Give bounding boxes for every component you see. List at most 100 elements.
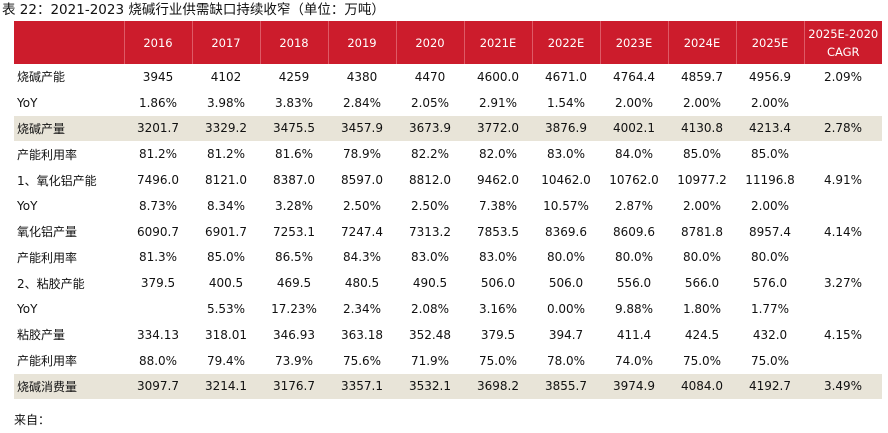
table-cell: 83.0% [478, 250, 518, 265]
table-cell: 7496.0 [137, 173, 179, 188]
cagr-cell: 2.78% [804, 115, 882, 142]
table-row: YoY 1.86% 3.98% 3.83% 2.84% 2.05% 2.91% 1.54% 2.… [14, 90, 882, 116]
table-cell: 4259 [278, 69, 310, 84]
table-cell: 576.0 [752, 276, 788, 291]
cagr-cell: 4.15% [823, 327, 863, 342]
row-label: 氧化铝产量 [17, 225, 78, 240]
table-cell: 3.28% [274, 198, 314, 213]
table-cell: 3673.9 [396, 115, 464, 142]
table-cell: 379.5 [480, 327, 516, 342]
table-cell: 81.2% [138, 147, 178, 162]
table-cell: 3097.7 [124, 373, 192, 400]
table-cell: 2.84% [342, 95, 382, 110]
table-row: 产能利用率 81.3% 85.0% 86.5% 84.3% 83.0% 83.0% 80.0%… [14, 245, 882, 271]
table-cell: 86.5% [274, 250, 314, 265]
table-cell: 8957.4 [749, 224, 791, 239]
row-label: 2、粘胶产能 [17, 276, 85, 291]
column-header-cagr: 2025E-2020 CAGR [804, 21, 882, 64]
cagr-cell: 4.91% [823, 173, 863, 188]
data-table: 2016 2017 2018 2019 2020 2021E 2022E 2023E 2024E… [14, 21, 882, 400]
table-cell: 3974.9 [600, 373, 668, 400]
table-cell: 3772.0 [464, 115, 532, 142]
table-cell: 334.13 [137, 327, 179, 342]
table-cell: 4956.9 [749, 69, 791, 84]
column-header: 2020 [396, 21, 465, 64]
table-cell: 506.0 [548, 276, 584, 291]
table-cell: 3357.1 [328, 373, 396, 400]
table-cell: 8812.0 [409, 173, 451, 188]
row-label: 烧碱消费量 [14, 373, 124, 400]
table-cell: 8.34% [206, 198, 246, 213]
table-cell: 432.0 [752, 327, 788, 342]
row-label: 烧碱产能 [17, 70, 66, 85]
table-cell: 79.4% [206, 353, 246, 368]
table-cell: 352.48 [409, 327, 451, 342]
table-cell: 78.9% [342, 147, 382, 162]
table-title: 表 22：2021-2023 烧碱行业供需缺口持续收窄（单位：万吨） [2, 2, 385, 18]
table-cell: 71.9% [410, 353, 450, 368]
table-cell: 2.00% [682, 198, 722, 213]
table-cell: 8369.6 [545, 224, 587, 239]
table-cell: 2.05% [410, 95, 450, 110]
table-cell: 85.0% [682, 147, 722, 162]
table-cell: 88.0% [138, 353, 178, 368]
cagr-cell [804, 245, 882, 271]
table-cell: 10762.0 [609, 173, 659, 188]
header-corner [14, 21, 125, 64]
column-header: 2018 [260, 21, 329, 64]
row-label: 产能利用率 [17, 147, 78, 162]
table-cell: 8597.0 [341, 173, 383, 188]
table-cell: 74.0% [614, 353, 654, 368]
table-cell: 3457.9 [328, 115, 396, 142]
table-cell: 78.0% [546, 353, 586, 368]
cagr-cell: 2.09% [823, 69, 863, 84]
table-cell: 80.0% [682, 250, 722, 265]
table-cell: 4470 [414, 69, 446, 84]
table-cell: 2.91% [478, 95, 518, 110]
table-cell: 80.0% [750, 250, 790, 265]
source-note: 来自： [14, 413, 51, 427]
table-cell: 4192.7 [736, 373, 804, 400]
table-cell: 3.98% [206, 95, 246, 110]
table-cell: 80.0% [614, 250, 654, 265]
table-cell: 0.00% [546, 302, 586, 317]
table-cell: 73.9% [274, 353, 314, 368]
table-cell: 4600.0 [477, 69, 519, 84]
column-header: 2024E [668, 21, 737, 64]
table-cell: 3329.2 [192, 115, 260, 142]
table-cell: 8609.6 [613, 224, 655, 239]
table-row: 烧碱产量 3201.7 3329.2 3475.5 3457.9 3673.9 3772.0… [14, 115, 882, 142]
table-cell: 469.5 [276, 276, 312, 291]
table-cell: 10977.2 [677, 173, 727, 188]
table-row: 粘胶产量 334.13 318.01 346.93 363.18 352.48 379.5 3… [14, 322, 882, 348]
table-cell: 346.93 [273, 327, 315, 342]
table-row: YoY 8.73% 8.34% 3.28% 2.50% 2.50% 7.38% 10.57% 2… [14, 193, 882, 219]
table-cell: 10462.0 [541, 173, 591, 188]
column-header: 2023E [600, 21, 669, 64]
table-cell: 2.34% [342, 302, 382, 317]
table-cell: 480.5 [344, 276, 380, 291]
table-cell: 4764.4 [613, 69, 655, 84]
table-cell: 17.23% [271, 302, 317, 317]
table-cell: 75.6% [342, 353, 382, 368]
table-cell: 81.2% [206, 147, 246, 162]
row-label: YoY [17, 302, 38, 317]
table-cell: 84.0% [614, 147, 654, 162]
table-cell: 1.54% [546, 95, 586, 110]
table-cell: 566.0 [684, 276, 720, 291]
row-label: YoY [17, 198, 38, 213]
table-cell: 81.3% [138, 250, 178, 265]
table-cell: 8781.8 [681, 224, 723, 239]
table-cell: 3.83% [274, 95, 314, 110]
table-cell: 83.0% [546, 147, 586, 162]
cagr-cell [804, 296, 882, 322]
table-cell: 3.16% [478, 302, 518, 317]
table-cell: 83.0% [410, 250, 450, 265]
cagr-cell [804, 90, 882, 116]
table-cell: 84.3% [342, 250, 382, 265]
table-cell: 411.4 [616, 327, 652, 342]
table-cell: 5.53% [206, 302, 246, 317]
table-cell: 2.00% [750, 95, 790, 110]
table-cell: 3945 [142, 69, 174, 84]
table-cell: 75.0% [750, 353, 790, 368]
